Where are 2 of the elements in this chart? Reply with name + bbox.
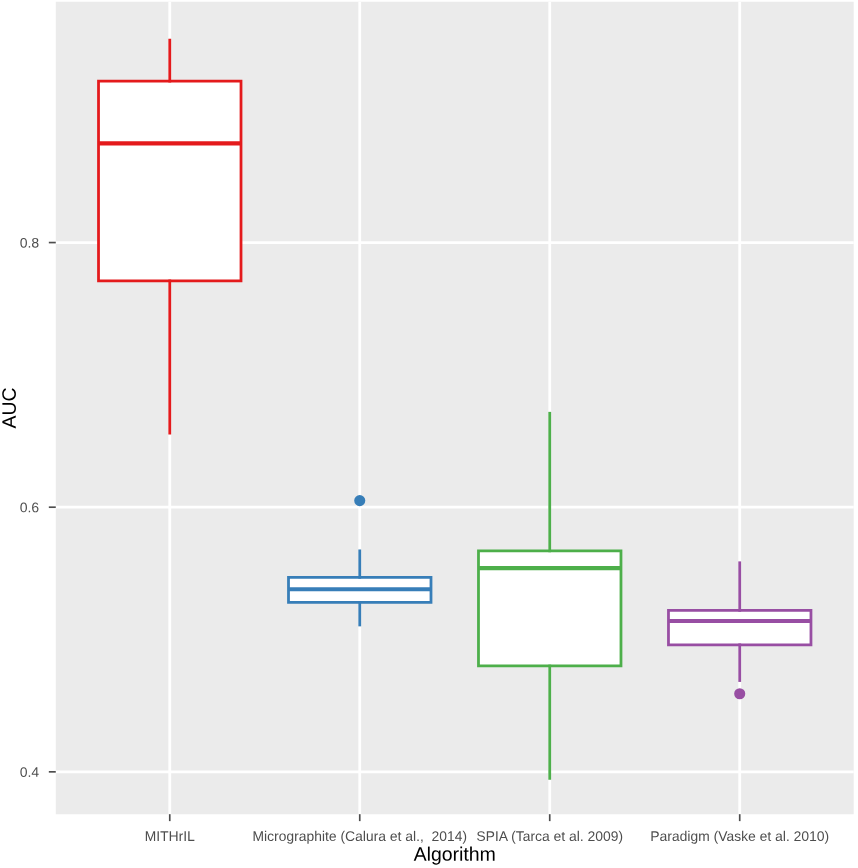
y-axis-title: AUC xyxy=(2,388,16,429)
x-axis-title: Algorithm xyxy=(413,846,495,865)
